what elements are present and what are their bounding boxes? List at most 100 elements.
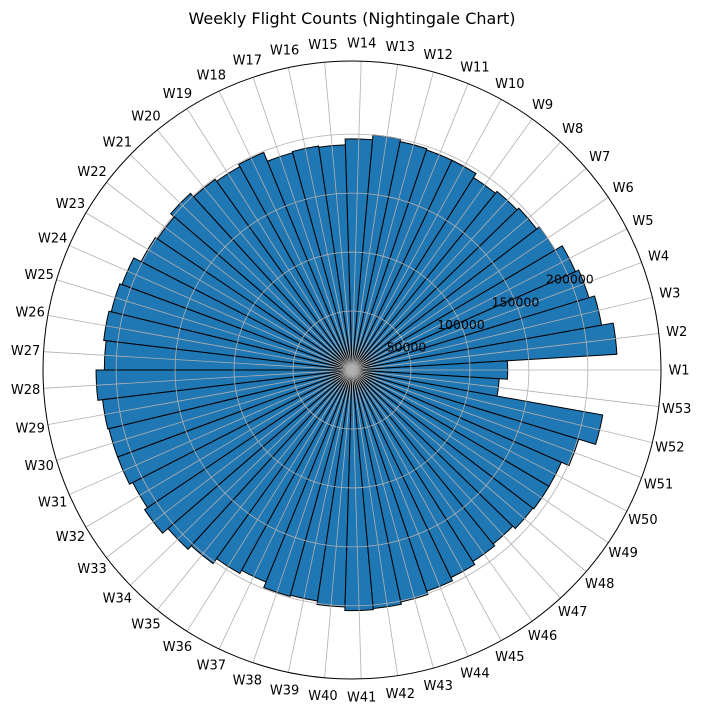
angular-gridline (351, 297, 653, 371)
chart-title: Weekly Flight Counts (Nightingale Chart) (189, 9, 516, 28)
angle-label-w50: W50 (628, 513, 657, 528)
angle-label-w49: W49 (609, 546, 638, 561)
angular-gridline (351, 99, 502, 371)
angle-label-w37: W37 (197, 659, 226, 674)
angle-label-w34: W34 (103, 591, 132, 606)
radial-tick-label: 150000 (492, 294, 540, 309)
angle-label-w51: W51 (644, 477, 673, 492)
angular-gridline (43, 351, 353, 371)
angle-label-w33: W33 (77, 562, 106, 577)
angular-gridline (218, 90, 353, 371)
angular-gridline (56, 279, 353, 371)
angular-gridline (56, 369, 353, 461)
angle-label-w44: W44 (460, 667, 489, 682)
angle-labels-group: W1 W2 W3 W4 W5 W6 W7 W8 W9 W10 W11 W12 W13 W14 W15 W16 W… (11, 37, 692, 706)
angular-gridline (351, 369, 659, 407)
angle-label-w29: W29 (15, 421, 44, 436)
angle-label-w3: W3 (659, 287, 680, 302)
angle-label-w23: W23 (56, 197, 85, 212)
angle-label-w15: W15 (308, 38, 337, 53)
radial-tick-label: 200000 (546, 272, 594, 287)
angle-label-w13: W13 (386, 40, 415, 55)
angle-label-w17: W17 (233, 54, 262, 69)
angular-gridline (351, 167, 587, 371)
angular-gridline (218, 369, 353, 650)
angle-label-w43: W43 (423, 679, 452, 694)
angle-label-w5: W5 (632, 214, 653, 229)
angular-gridline (351, 369, 533, 622)
angle-label-w24: W24 (38, 232, 67, 247)
angle-label-w7: W7 (589, 150, 610, 165)
angular-gridline (324, 62, 353, 371)
angular-gridline (47, 314, 353, 371)
grid-group (43, 61, 661, 679)
angular-gridline (351, 118, 533, 371)
angle-label-w30: W30 (25, 459, 54, 474)
angular-gridline (351, 369, 362, 679)
angle-label-w22: W22 (77, 165, 106, 180)
angle-label-w41: W41 (347, 690, 376, 705)
radial-tick-label: 100000 (437, 317, 485, 332)
angle-label-w48: W48 (585, 577, 614, 592)
angular-gridline (351, 369, 653, 443)
angular-gridline (351, 369, 399, 676)
angle-label-w11: W11 (460, 60, 489, 75)
polar-frame (42, 60, 662, 680)
angular-gridline (130, 369, 353, 586)
angular-gridline (43, 369, 353, 389)
angular-gridline (252, 77, 353, 371)
angular-gridline (351, 64, 399, 371)
angular-gridline (351, 228, 628, 371)
angular-gridline (351, 61, 362, 371)
angle-label-w52: W52 (655, 440, 684, 455)
angle-label-w19: W19 (163, 87, 192, 102)
angle-label-w21: W21 (103, 136, 132, 151)
angle-label-w45: W45 (495, 650, 524, 665)
angular-gridline (106, 182, 353, 371)
angle-label-w35: W35 (131, 617, 160, 632)
angular-gridline (351, 369, 609, 543)
angular-gridline (287, 67, 353, 371)
angular-gridline (85, 212, 353, 371)
angular-gridline (69, 245, 353, 371)
angular-gridline (351, 369, 434, 669)
angular-gridline (351, 369, 628, 512)
angle-label-w36: W36 (163, 640, 192, 655)
angular-gridline (69, 369, 353, 495)
angular-gridline (186, 108, 353, 371)
angle-label-w53: W53 (662, 402, 691, 417)
angle-label-w32: W32 (56, 530, 85, 545)
angle-label-w25: W25 (25, 268, 54, 283)
angular-gridline (351, 141, 561, 371)
angle-label-w2: W2 (666, 325, 687, 340)
angle-label-w10: W10 (495, 77, 524, 92)
angle-label-w38: W38 (233, 673, 262, 688)
angle-label-w39: W39 (270, 683, 299, 698)
angle-label-w31: W31 (38, 495, 67, 510)
angle-label-w12: W12 (423, 48, 452, 63)
angular-gridline (351, 369, 587, 573)
radial-tick-label: 50000 (387, 339, 427, 354)
angle-label-w18: W18 (197, 68, 226, 83)
angle-label-w8: W8 (562, 122, 583, 137)
angle-label-w26: W26 (15, 306, 44, 321)
angular-gridline (85, 369, 353, 528)
angular-gridline (351, 262, 642, 371)
angular-gridline (156, 129, 353, 371)
angular-gridline (156, 369, 353, 611)
angular-gridline (351, 333, 659, 371)
angle-label-w28: W28 (11, 383, 40, 398)
angle-label-w6: W6 (613, 181, 634, 196)
angular-gridline (351, 369, 642, 478)
angle-label-w40: W40 (308, 689, 337, 704)
radial-labels-group: 50000 100000 150000 200000 (387, 272, 594, 355)
angular-gridline (351, 369, 469, 657)
angle-label-w46: W46 (528, 629, 557, 644)
angular-gridline (106, 369, 353, 558)
angle-label-w14: W14 (347, 37, 376, 52)
angle-label-w42: W42 (386, 687, 415, 702)
angular-gridline (351, 71, 434, 371)
angle-label-w20: W20 (131, 110, 160, 125)
angle-label-w9: W9 (532, 98, 553, 113)
angular-gridline (351, 369, 502, 641)
